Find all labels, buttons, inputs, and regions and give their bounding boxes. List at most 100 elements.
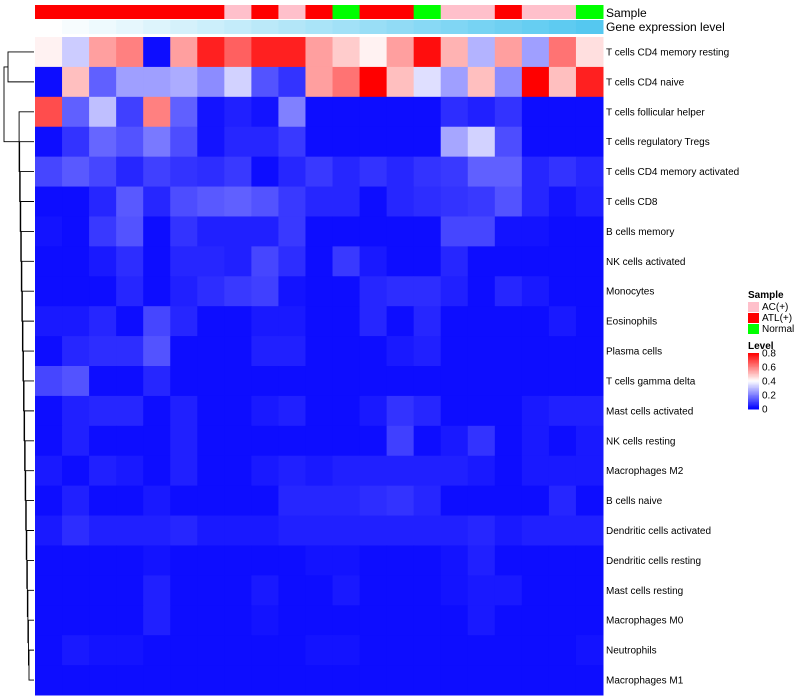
row-label: T cells CD8 <box>606 197 658 208</box>
heatmap-cell <box>386 455 415 487</box>
expression-annotation-cell <box>251 20 279 34</box>
heatmap-cell <box>251 366 279 397</box>
heatmap-cell <box>305 635 334 666</box>
heatmap-cell <box>62 366 90 397</box>
dendrogram-branch <box>3 66 20 143</box>
heatmap-cell <box>224 545 252 576</box>
heatmap-cell <box>143 665 171 696</box>
heatmap-cell <box>359 635 388 666</box>
heatmap-cell <box>278 246 306 277</box>
heatmap-cell <box>170 605 198 636</box>
level-colorbar-segment <box>748 396 759 399</box>
level-colorbar-segment <box>748 386 759 389</box>
heatmap-cell <box>89 635 117 666</box>
heatmap-cell <box>305 395 334 427</box>
heatmap-cell <box>467 395 496 427</box>
heatmap-cell <box>116 96 144 128</box>
heatmap-cell <box>62 66 90 98</box>
sample-annotation-cell <box>224 5 252 19</box>
heatmap-cell <box>467 96 496 128</box>
heatmap-cell <box>170 425 198 457</box>
heatmap-cell <box>575 246 604 277</box>
heatmap-cell <box>251 485 279 517</box>
heatmap-cell <box>548 37 577 68</box>
heatmap-cell <box>467 306 496 337</box>
heatmap-cell <box>35 306 63 337</box>
expression-annotation-cell <box>359 20 388 34</box>
heatmap-cell <box>197 126 225 158</box>
heatmap-cell <box>197 545 225 576</box>
heatmap-cell <box>251 395 279 427</box>
heatmap-cell <box>332 37 361 68</box>
heatmap-cell <box>305 126 334 158</box>
heatmap-cell <box>143 96 171 128</box>
level-colorbar-segment <box>748 361 759 364</box>
sample-annotation-cell <box>116 5 144 19</box>
heatmap-cell <box>251 276 279 307</box>
sample-annotation-cell <box>386 5 415 19</box>
heatmap-cell <box>440 605 469 636</box>
heatmap-cell <box>494 336 523 367</box>
heatmap-cell <box>251 246 279 277</box>
heatmap-cell <box>251 186 279 217</box>
heatmap-cell <box>251 605 279 636</box>
heatmap-cell <box>521 126 550 158</box>
row-label: NK cells resting <box>606 436 675 447</box>
heatmap-cell <box>116 395 144 427</box>
expression-annotation-cell <box>305 20 334 34</box>
heatmap-cell <box>35 336 63 367</box>
heatmap-cell <box>278 336 306 367</box>
heatmap-cell <box>89 96 117 128</box>
heatmap-cell <box>62 395 90 427</box>
heatmap-cell <box>575 186 604 217</box>
heatmap-cell <box>305 276 334 307</box>
heatmap-cell <box>467 635 496 666</box>
heatmap-cell <box>440 395 469 427</box>
heatmap-cell <box>197 336 225 367</box>
level-colorbar-segment <box>748 354 759 357</box>
heatmap-cell <box>575 485 604 517</box>
row-label: NK cells activated <box>606 257 685 268</box>
level-colorbar-segment <box>748 375 759 378</box>
heatmap-cell <box>197 366 225 397</box>
heatmap-cell <box>35 246 63 277</box>
heatmap-cell <box>197 246 225 277</box>
level-colorbar-segment <box>748 382 759 385</box>
heatmap-cell <box>386 665 415 696</box>
heatmap-cell <box>521 366 550 397</box>
heatmap-cell <box>251 665 279 696</box>
heatmap-cell <box>494 545 523 576</box>
level-colorbar-segment <box>748 393 759 396</box>
heatmap-cell <box>89 156 117 188</box>
heatmap-cell <box>62 336 90 367</box>
heatmap-cell <box>494 37 523 68</box>
sample-legend-swatch <box>748 313 759 323</box>
heatmap-cell <box>521 485 550 517</box>
heatmap-cell <box>440 635 469 666</box>
heatmap-cell <box>413 156 442 188</box>
heatmap-cell <box>197 156 225 188</box>
row-labels: T cells CD4 memory resting T cells CD4 na… <box>606 47 739 686</box>
heatmap-cell <box>224 515 252 546</box>
heatmap-cell <box>413 37 442 68</box>
heatmap-cell <box>494 605 523 636</box>
heatmap-cell <box>305 96 334 128</box>
heatmap-cell <box>332 425 361 457</box>
heatmap-cell <box>359 37 388 68</box>
heatmap-cell <box>197 66 225 98</box>
heatmap-cell <box>62 455 90 487</box>
heatmap-cell <box>467 126 496 158</box>
sample-legend-swatch <box>748 302 759 312</box>
heatmap-cell <box>278 156 306 188</box>
heatmap-cell <box>35 395 63 427</box>
heatmap-cell <box>62 246 90 277</box>
heatmap-cell <box>143 276 171 307</box>
level-colorbar-segment <box>748 383 759 386</box>
heatmap-cell <box>413 186 442 217</box>
row-label: Macrophages M1 <box>606 676 684 687</box>
level-colorbar-segment <box>748 362 759 365</box>
heatmap-cell <box>224 66 252 98</box>
heatmap-cell <box>89 186 117 217</box>
heatmap-cell <box>116 515 144 546</box>
heatmap-cell <box>332 306 361 337</box>
